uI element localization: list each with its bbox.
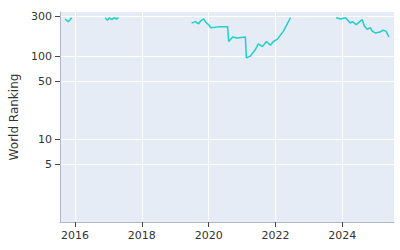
svg-text:2022: 2022 bbox=[261, 229, 289, 242]
svg-text:100: 100 bbox=[31, 50, 52, 63]
svg-text:300: 300 bbox=[31, 10, 52, 23]
svg-text:5: 5 bbox=[45, 158, 52, 171]
svg-text:2024: 2024 bbox=[328, 229, 356, 242]
svg-text:50: 50 bbox=[38, 75, 52, 88]
svg-text:2016: 2016 bbox=[61, 229, 89, 242]
svg-text:2018: 2018 bbox=[128, 229, 156, 242]
svg-text:World Ranking: World Ranking bbox=[7, 74, 21, 161]
svg-text:2020: 2020 bbox=[195, 229, 223, 242]
svg-text:10: 10 bbox=[38, 133, 52, 146]
